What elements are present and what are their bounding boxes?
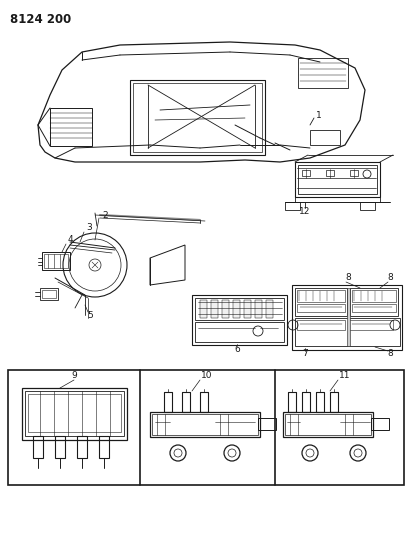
Bar [291,285,401,350]
Bar [296,290,344,302]
Text: 8: 8 [344,273,350,282]
Bar [287,392,295,412]
Bar [348,320,392,330]
Bar [22,388,127,440]
Bar [325,170,333,176]
Bar [55,436,65,458]
Bar [182,392,189,412]
Text: 6: 6 [234,344,239,353]
Bar [99,436,109,458]
Text: 8: 8 [386,350,392,359]
Bar [200,392,207,412]
Bar [346,288,349,346]
Bar [42,252,70,270]
Bar [294,318,399,346]
Bar [284,414,370,435]
Bar [294,288,346,316]
Text: 12: 12 [299,207,310,216]
Bar [349,288,397,316]
Bar [211,300,218,318]
Bar [164,392,172,412]
Bar [351,290,395,302]
Bar [282,412,372,437]
Text: 4: 4 [68,236,74,245]
Bar [195,322,283,342]
Bar [296,304,344,312]
Bar [40,288,58,300]
Text: 2: 2 [102,211,107,220]
Bar [44,254,68,268]
Bar [28,394,121,432]
Bar [42,290,56,298]
Bar [232,300,239,318]
Text: 8124 200: 8124 200 [10,13,71,26]
Bar [297,58,347,88]
Bar [50,108,92,146]
Bar [359,202,374,210]
Text: 8: 8 [386,273,392,282]
Bar [329,392,337,412]
Bar [315,392,323,412]
Text: 7: 7 [301,350,307,359]
Bar [133,83,261,152]
Text: 3: 3 [86,223,92,232]
Bar [191,295,286,345]
Text: 10: 10 [201,372,212,381]
Bar [370,418,388,430]
Bar [301,170,309,176]
Bar [200,300,207,318]
Bar [254,300,261,318]
Bar [294,162,379,197]
Bar [284,202,299,210]
Bar [221,300,229,318]
Bar [130,80,264,155]
Bar [265,300,272,318]
Bar [296,320,344,330]
Bar [77,436,87,458]
Bar [349,170,357,176]
Bar [33,436,43,458]
Text: 5: 5 [87,311,93,320]
Bar [257,418,275,430]
Bar [152,414,257,435]
Bar [150,412,259,437]
Bar [8,370,403,485]
Text: 9: 9 [71,372,77,381]
Bar [301,392,309,412]
Bar [25,391,124,436]
Bar [297,165,376,194]
Text: 11: 11 [338,372,350,381]
Bar [195,298,283,320]
Bar [243,300,250,318]
Bar [309,130,339,145]
Text: 1: 1 [315,110,321,119]
Bar [351,304,395,312]
